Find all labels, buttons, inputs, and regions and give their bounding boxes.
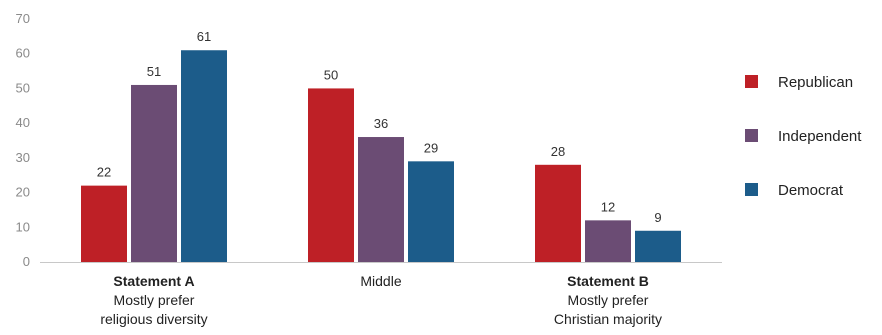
bar-republican [535,164,581,262]
legend-swatch-republican [745,75,758,88]
bar-independent [585,220,631,262]
y-tick-label: 0 [23,254,30,269]
y-tick-label: 30 [16,150,30,165]
legend-label-republican: Republican [778,74,853,91]
category-label: religious diversity [100,311,207,327]
data-label: 22 [97,165,111,180]
bar-independent [131,84,177,262]
data-label: 36 [374,116,388,131]
data-label: 50 [324,67,338,82]
data-label: 29 [424,140,438,155]
bar-republican [81,185,127,262]
y-tick-label: 60 [16,46,30,61]
category-label: Christian majority [554,311,662,327]
category-label: Mostly prefer [568,292,649,308]
y-axis: 0 10 20 30 40 50 60 70 [16,11,30,269]
legend-swatch-democrat [745,183,758,196]
category-title: Statement A [113,273,194,289]
category-title: Statement B [567,273,649,289]
data-label: 51 [147,64,161,79]
y-tick-label: 20 [16,185,30,200]
bar-democrat [408,161,454,262]
y-tick-label: 10 [16,219,30,234]
bar-independent [358,137,404,262]
legend-label-democrat: Democrat [778,182,844,199]
data-label: 61 [197,29,211,44]
x-axis-labels: Statement A Mostly prefer religious divers… [100,273,662,327]
bar-democrat [181,50,227,262]
data-label: 9 [654,210,661,225]
bar-democrat [635,230,681,262]
bars [81,50,681,262]
data-label: 12 [601,199,615,214]
y-tick-label: 50 [16,80,30,95]
y-tick-label: 70 [16,11,30,26]
legend: Republican Independent Democrat [745,74,862,199]
category-label: Mostly prefer [114,292,195,308]
data-label: 28 [551,144,565,159]
legend-swatch-independent [745,129,758,142]
legend-label-independent: Independent [778,128,862,145]
category-label: Middle [360,273,401,289]
data-labels: 22 51 61 50 36 29 28 12 9 [97,29,662,225]
y-tick-label: 40 [16,115,30,130]
bar-republican [308,88,354,262]
